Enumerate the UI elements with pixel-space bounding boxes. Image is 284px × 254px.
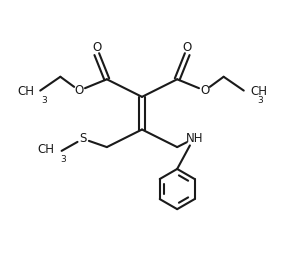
Text: 3: 3: [41, 96, 47, 105]
Text: 3: 3: [258, 96, 263, 105]
Text: O: O: [75, 84, 84, 97]
Text: 3: 3: [60, 155, 66, 164]
Text: NH: NH: [186, 132, 204, 145]
Text: CH: CH: [250, 85, 267, 98]
Text: O: O: [200, 84, 209, 97]
Text: O: O: [183, 41, 192, 54]
Text: O: O: [92, 41, 101, 54]
Text: CH: CH: [17, 85, 34, 98]
Text: CH: CH: [37, 143, 55, 156]
Text: S: S: [79, 132, 87, 145]
